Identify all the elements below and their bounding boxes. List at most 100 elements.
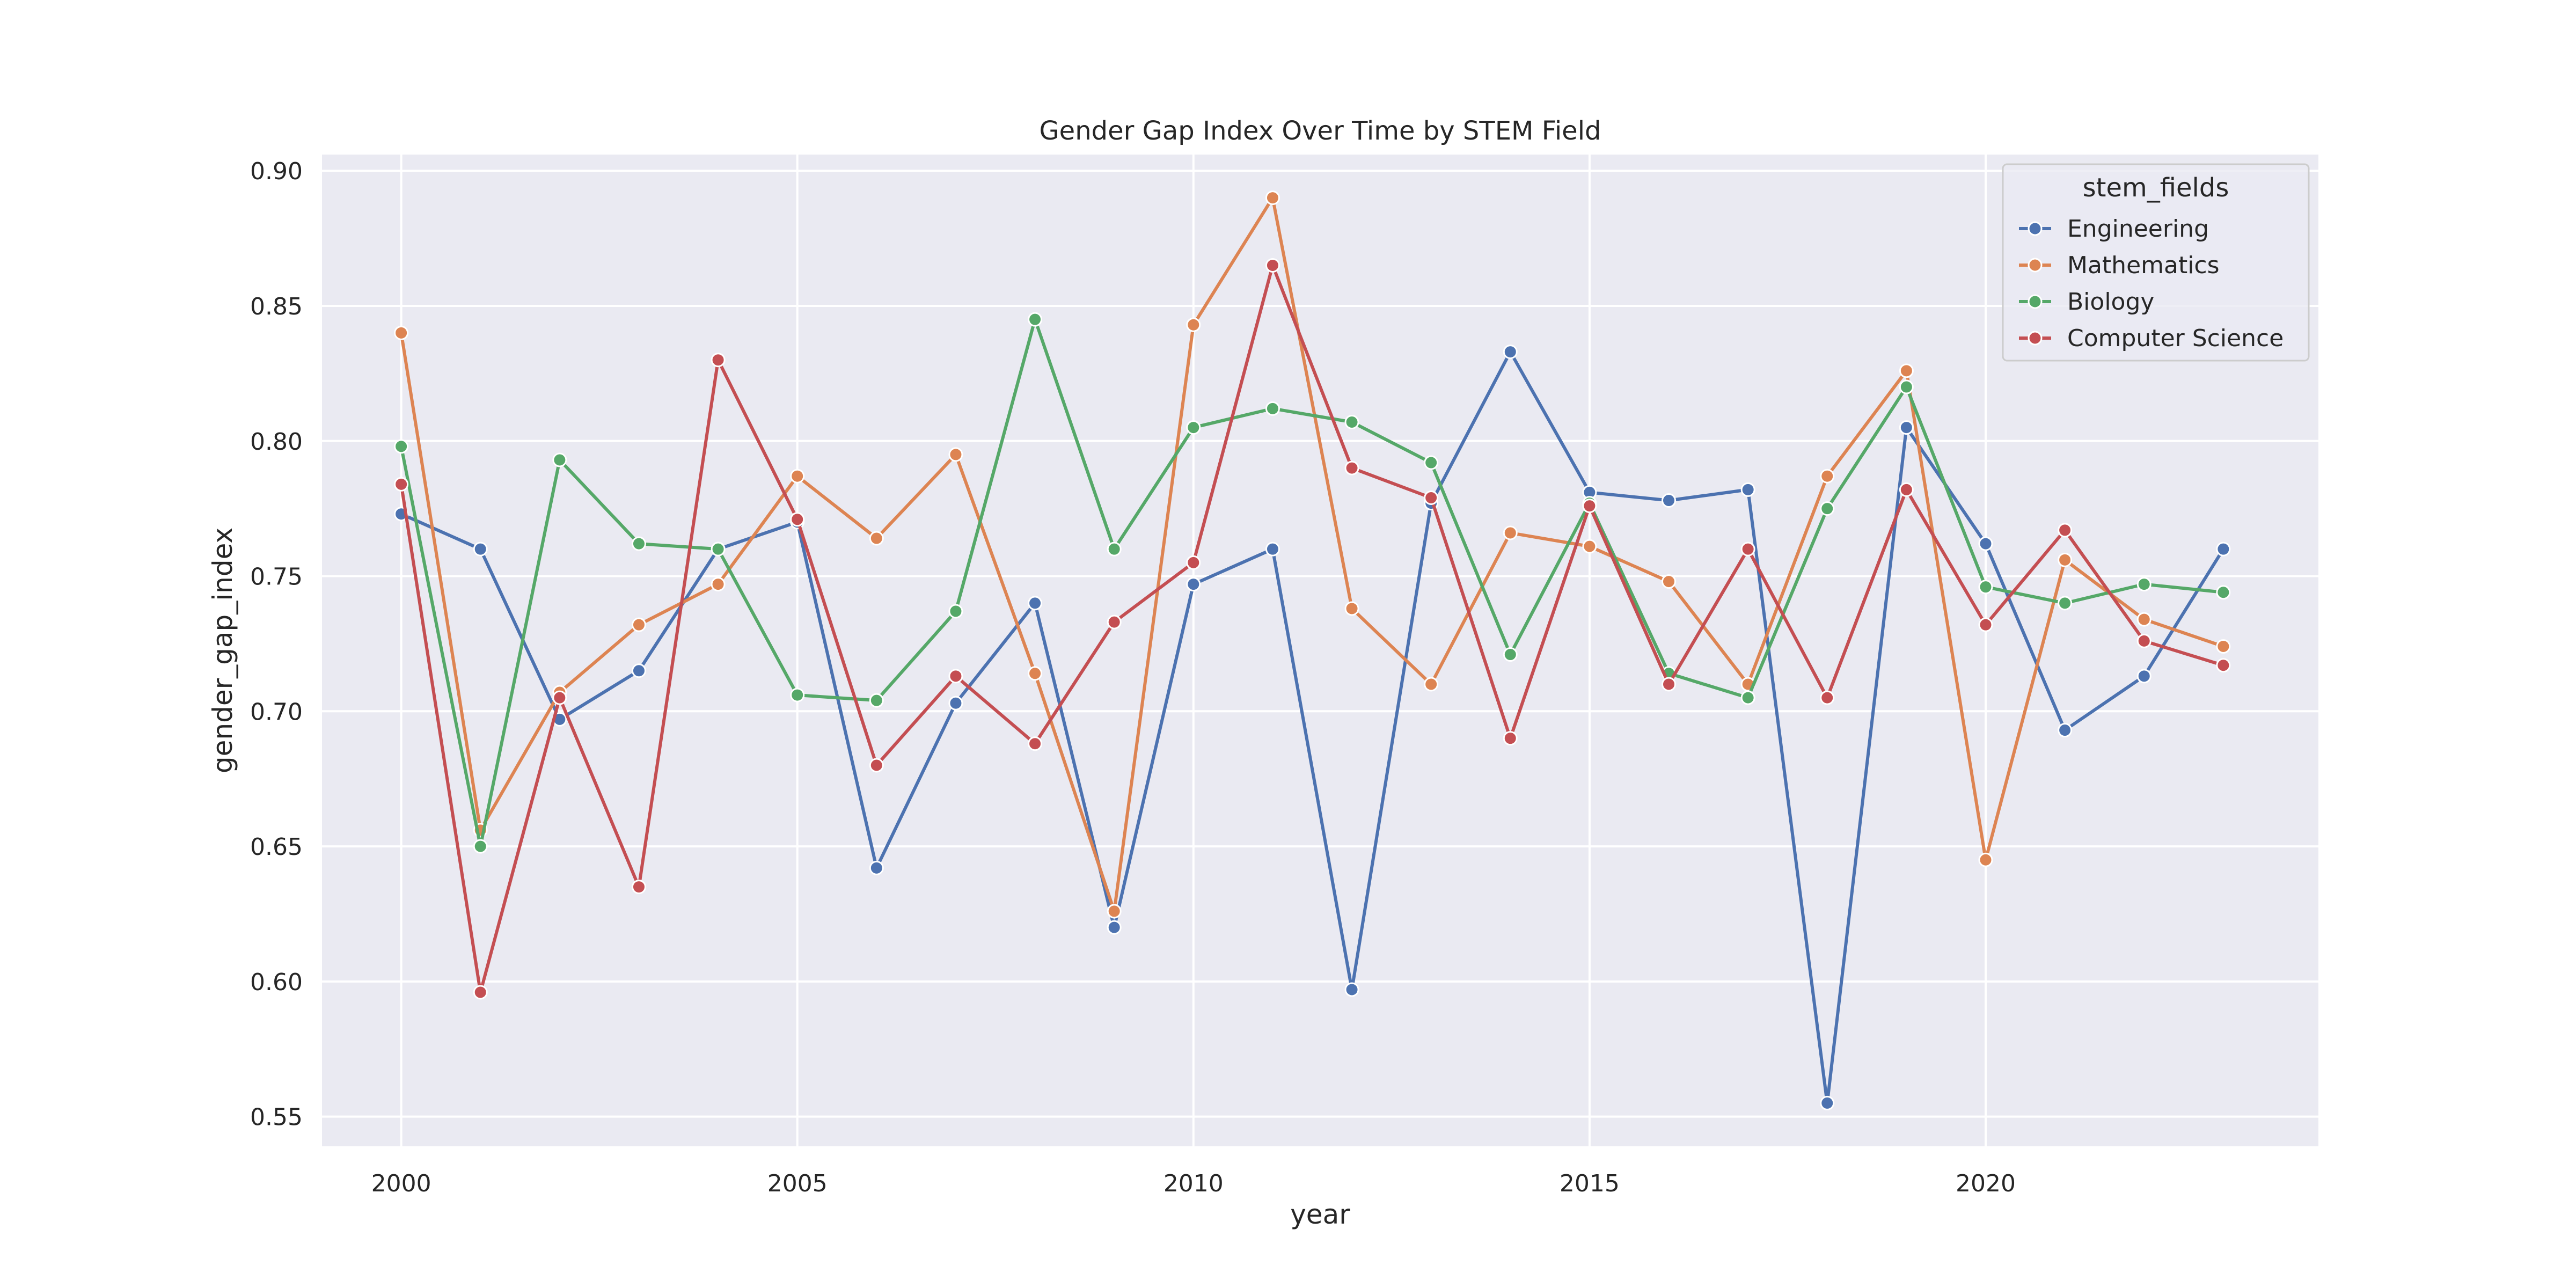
- data-point-computer-science: [394, 477, 409, 492]
- data-point-biology: [1503, 647, 1518, 662]
- series-biology: [394, 312, 2231, 854]
- data-point-biology: [1899, 379, 1914, 394]
- legend-marker: [2028, 331, 2043, 346]
- data-point-computer-science: [1265, 258, 1280, 273]
- data-point-biology: [1028, 312, 1043, 327]
- legend-label: Engineering: [2067, 215, 2209, 243]
- data-point-biology: [631, 536, 646, 551]
- series-line-computer-science: [399, 264, 2224, 994]
- data-point-computer-science: [1820, 690, 1835, 705]
- data-point-computer-science: [1186, 555, 1201, 570]
- data-point-biology: [1424, 455, 1439, 470]
- data-point-engineering: [1740, 482, 1755, 497]
- x-tick-label: 2005: [767, 1170, 828, 1197]
- data-point-mathematics: [1662, 574, 1677, 589]
- y-tick-label: 0.70: [250, 698, 303, 726]
- data-point-computer-science: [790, 512, 805, 527]
- legend-label: Biology: [2067, 288, 2154, 316]
- data-point-engineering: [1820, 1095, 1835, 1110]
- legend-title: stem_fields: [2083, 173, 2229, 203]
- data-point-engineering: [2216, 541, 2231, 557]
- data-point-mathematics: [790, 469, 805, 484]
- data-point-mathematics: [1820, 469, 1835, 484]
- legend-entry-mathematics: Mathematics: [2019, 252, 2220, 279]
- legend-marker: [2028, 221, 2043, 236]
- data-point-computer-science: [1740, 541, 1755, 557]
- legend: stem_fields Engineering Mathematics Biolog…: [2002, 163, 2310, 362]
- data-point-engineering: [473, 541, 488, 557]
- data-point-engineering: [1186, 577, 1201, 592]
- data-point-biology: [473, 839, 488, 854]
- data-point-mathematics: [1503, 525, 1518, 540]
- data-point-engineering: [631, 663, 646, 678]
- data-point-computer-science: [1424, 490, 1439, 505]
- data-point-biology: [1978, 580, 1993, 595]
- data-point-biology: [1107, 541, 1122, 557]
- data-point-mathematics: [394, 325, 409, 340]
- data-point-biology: [2216, 585, 2231, 600]
- data-point-mathematics: [1186, 317, 1201, 332]
- data-point-computer-science: [1582, 499, 1597, 514]
- x-tick-label: 2010: [1163, 1170, 1224, 1197]
- legend-marker: [2028, 258, 2043, 273]
- data-point-computer-science: [1662, 677, 1677, 692]
- y-tick-label: 0.60: [250, 969, 303, 996]
- data-point-computer-science: [473, 985, 488, 1000]
- data-point-engineering: [1503, 345, 1518, 360]
- data-point-biology: [394, 439, 409, 454]
- series-computer-science: [394, 258, 2231, 1000]
- data-point-computer-science: [869, 758, 884, 773]
- y-tick-label: 0.75: [250, 564, 303, 591]
- series-line-biology: [399, 318, 2224, 848]
- data-point-computer-science: [2216, 658, 2231, 673]
- y-axis-label: gender_gap_index: [207, 528, 238, 773]
- data-point-biology: [711, 541, 726, 557]
- legend-box: [2002, 163, 2310, 362]
- data-point-biology: [1820, 501, 1835, 516]
- data-point-engineering: [1107, 920, 1122, 935]
- data-point-engineering: [869, 860, 884, 875]
- data-point-engineering: [2058, 723, 2073, 738]
- data-point-computer-science: [1028, 736, 1043, 751]
- data-point-computer-science: [1107, 614, 1122, 630]
- data-point-mathematics: [631, 617, 646, 632]
- data-point-computer-science: [1344, 460, 1359, 475]
- data-point-mathematics: [2216, 639, 2231, 654]
- legend-marker: [2028, 294, 2043, 309]
- y-tick-label: 0.85: [250, 293, 303, 320]
- data-point-mathematics: [711, 577, 726, 592]
- data-point-computer-science: [1503, 731, 1518, 746]
- y-tick-label: 0.90: [250, 158, 303, 185]
- data-point-computer-science: [631, 880, 646, 895]
- chart-title: Gender Gap Index Over Time by STEM Field: [1039, 116, 1601, 146]
- data-point-engineering: [1265, 541, 1280, 557]
- data-point-computer-science: [711, 353, 726, 368]
- data-point-biology: [869, 693, 884, 708]
- data-point-biology: [1186, 420, 1201, 435]
- x-axis-label: year: [1290, 1199, 1350, 1230]
- data-point-engineering: [1899, 420, 1914, 435]
- tick-labels: 2000 2005 2010 2015 2020 0.55 0.60 0.65 0.70 0.75…: [250, 158, 2016, 1197]
- y-tick-label: 0.55: [250, 1104, 303, 1131]
- data-point-biology: [2136, 577, 2151, 592]
- legend-label: Computer Science: [2067, 325, 2284, 352]
- data-point-biology: [552, 452, 567, 467]
- y-tick-label: 0.65: [250, 833, 303, 861]
- data-point-computer-science: [2136, 633, 2151, 648]
- data-point-computer-science: [1899, 482, 1914, 497]
- x-tick-label: 2015: [1560, 1170, 1620, 1197]
- data-point-computer-science: [2058, 523, 2073, 538]
- data-point-biology: [2058, 596, 2073, 611]
- data-point-engineering: [1662, 493, 1677, 508]
- data-point-mathematics: [1265, 191, 1280, 206]
- data-point-mathematics: [1978, 852, 1993, 867]
- data-point-engineering: [948, 696, 963, 711]
- legend-label: Mathematics: [2067, 252, 2220, 279]
- data-point-computer-science: [552, 690, 567, 705]
- data-point-mathematics: [1107, 904, 1122, 919]
- data-point-computer-science: [1978, 617, 1993, 632]
- data-point-biology: [1265, 401, 1280, 416]
- legend-entry-biology: Biology: [2019, 288, 2154, 316]
- series-lines: [394, 191, 2231, 1110]
